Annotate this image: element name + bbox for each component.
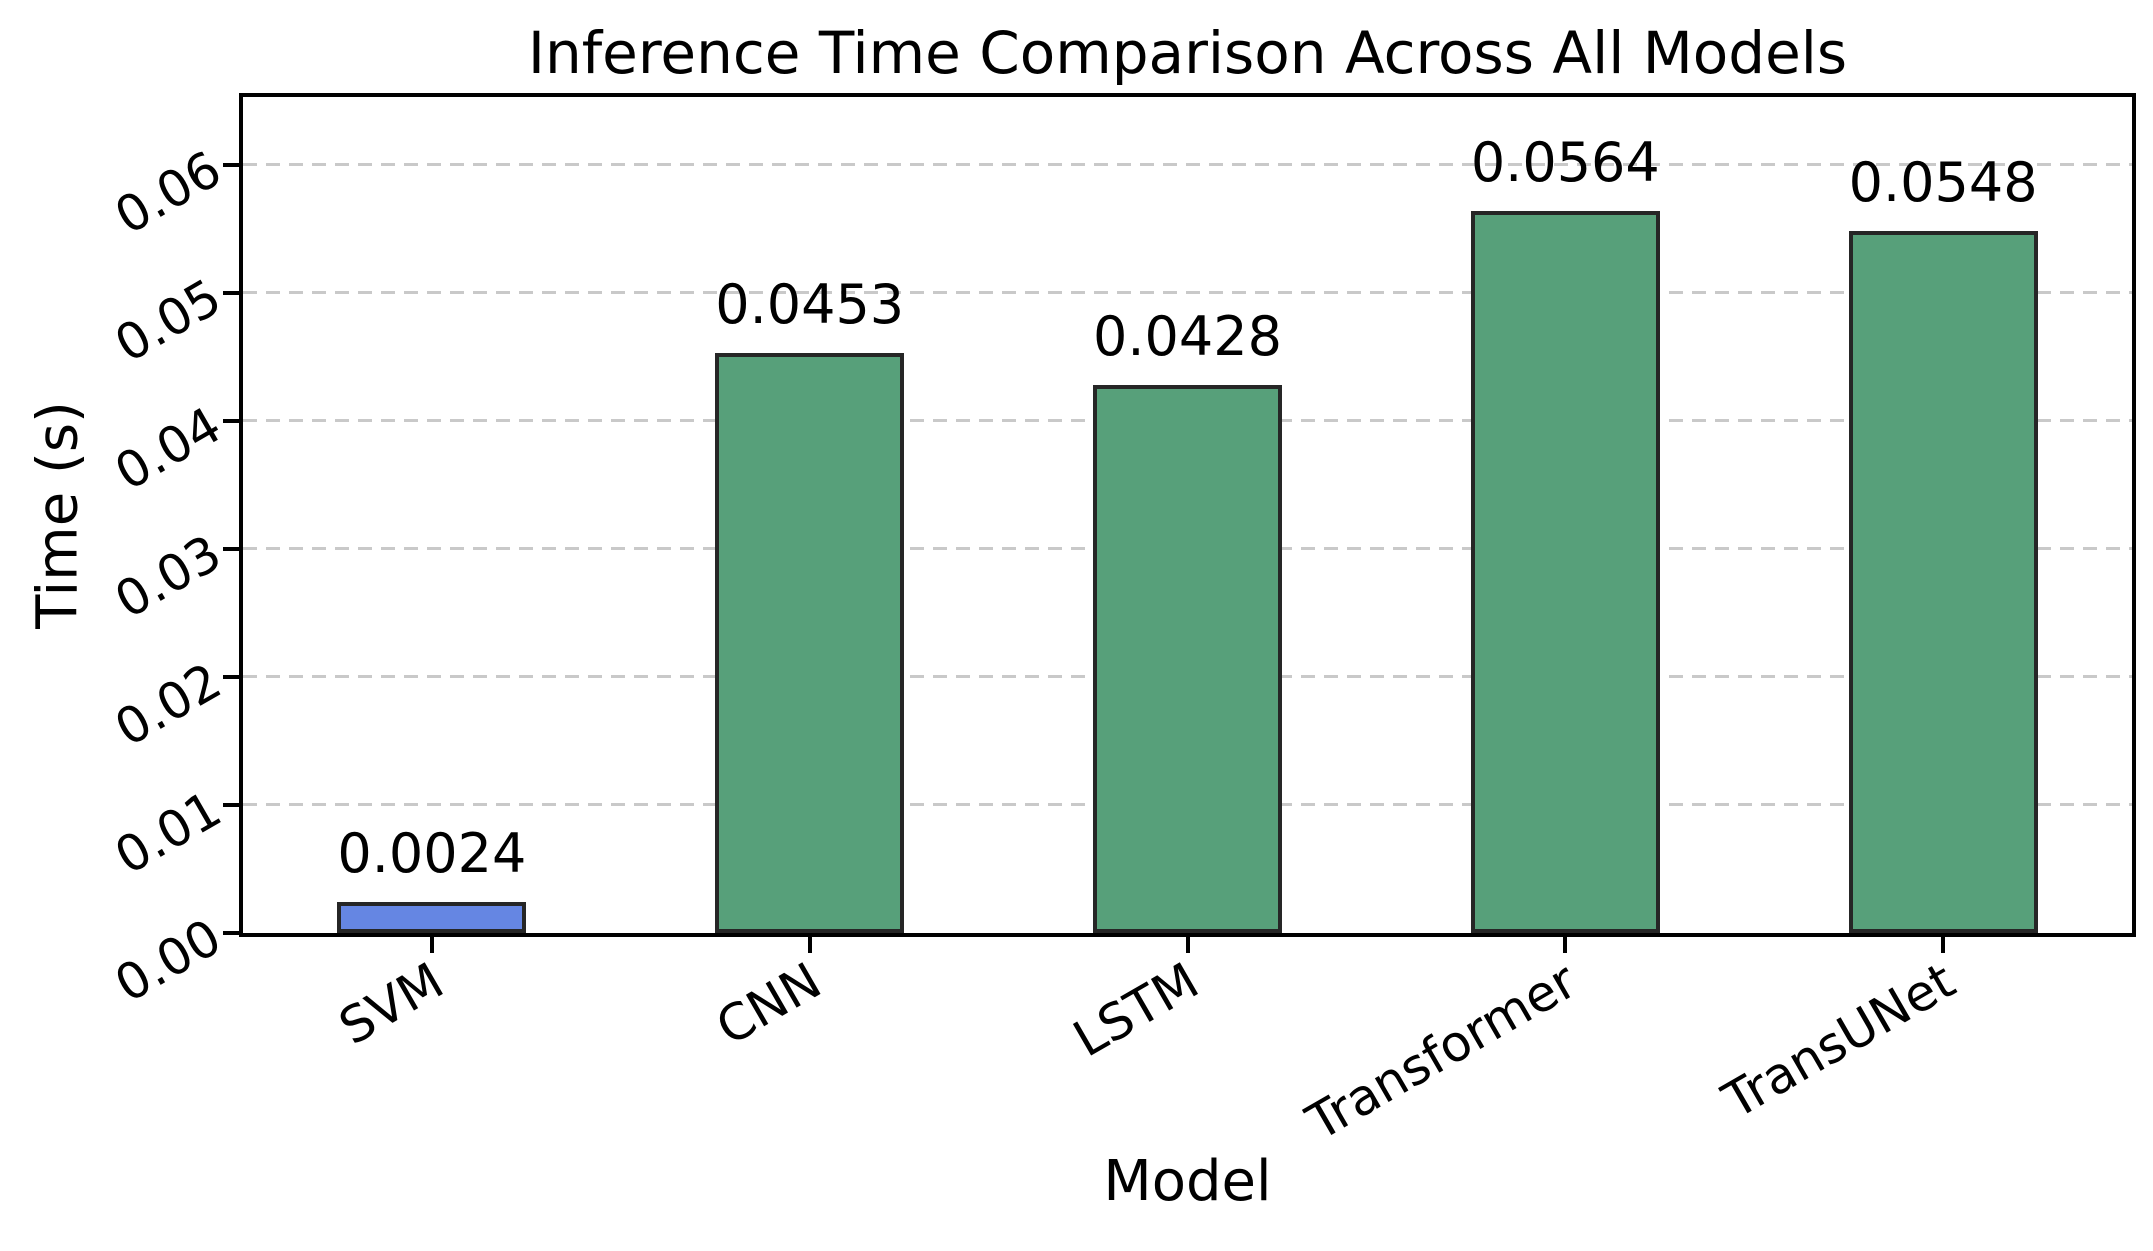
bar-value-label: 0.0548 [1848,151,2038,215]
chart-title: Inference Time Comparison Across All Mod… [527,19,1848,87]
x-tick-mark [1941,937,1946,953]
y-gridline [243,163,2132,167]
x-tick-mark [1185,937,1190,953]
bar-cnn [715,353,905,933]
y-tick-label: 0.03 [105,523,231,630]
y-axis-label: Time (s) [25,401,91,629]
y-tick-mark [223,802,239,807]
y-tick-mark [223,290,239,295]
y-tick-mark [223,162,239,167]
y-tick-label: 0.00 [105,907,231,1014]
y-tick-mark [223,674,239,679]
x-tick-label-transunet: TransUNet [1712,951,1965,1131]
bar-value-label: 0.0428 [1093,305,1282,369]
bar-value-label: 0.0024 [337,822,527,886]
bar-svm [337,902,527,933]
y-tick-mark [223,931,239,935]
bar-lstm [1093,385,1282,933]
y-tick-label: 0.04 [105,395,231,502]
y-tick-label: 0.05 [105,267,231,374]
y-tick-mark [223,418,239,423]
y-tick-mark [223,546,239,551]
x-tick-mark [1563,937,1568,953]
x-axis-label: Model [1103,1149,1272,1214]
x-tick-label-cnn: CNN [706,951,831,1057]
bar-value-label: 0.0564 [1470,130,1660,194]
y-tick-label: 0.02 [105,651,231,758]
x-tick-label-lstm: LSTM [1064,951,1209,1069]
y-tick-label: 0.06 [105,139,231,246]
x-tick-mark [429,937,434,953]
x-tick-label-svm: SVM [329,951,453,1057]
bar-transformer [1470,210,1660,933]
bar-value-label: 0.0453 [715,273,905,337]
y-gridline [243,291,2132,295]
x-tick-mark [807,937,812,953]
x-tick-label-transformer: Transformer [1297,951,1587,1152]
y-tick-label: 0.01 [105,779,231,886]
bar-transunet [1848,231,2038,933]
